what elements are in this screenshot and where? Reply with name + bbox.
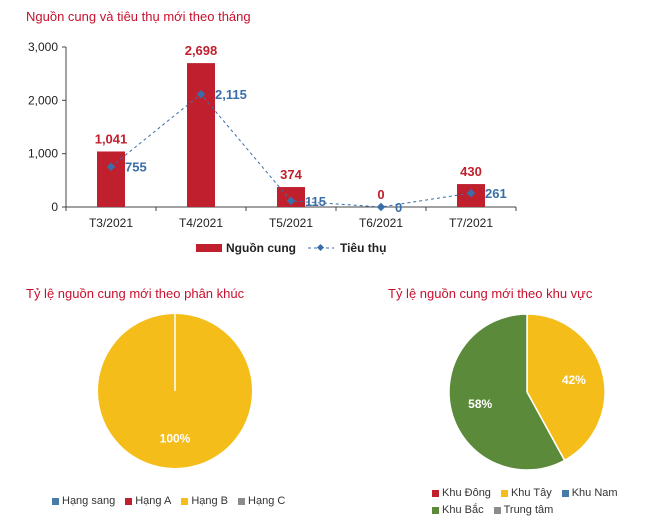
line-marker-consumption <box>466 188 476 198</box>
bar-supply <box>97 151 125 207</box>
legend-label: Hạng A <box>135 495 172 507</box>
bar-line-legend: Nguồn cung Tiêu thụ <box>196 241 386 255</box>
legend-item-khu-nam: Khu Nam <box>561 487 618 499</box>
legend-label: Khu Đông <box>442 487 491 499</box>
legend-item-hang-sang: Hạng sang <box>52 495 115 507</box>
legend-swatch-supply <box>196 244 222 252</box>
pie-data-label: 100% <box>160 432 191 446</box>
y-tick-label: 0 <box>51 200 58 214</box>
line-data-label: 2,115 <box>215 87 247 102</box>
pie-data-label: 58% <box>468 397 492 411</box>
legend-label: Hạng B <box>191 495 229 507</box>
x-tick-label: T7/2021 <box>449 216 493 230</box>
bar-data-label: 374 <box>280 167 302 182</box>
line-marker-consumption <box>196 89 206 99</box>
pie-slice-region <box>448 313 566 471</box>
legend-swatch-consumption <box>307 243 334 253</box>
legend-item-trung-tam: Trung tâm <box>493 504 554 516</box>
line-marker-consumption <box>106 162 116 171</box>
bar-data-label: 2,698 <box>185 43 218 58</box>
y-tick-label: 3,000 <box>28 40 58 54</box>
y-tick-label: 2,000 <box>28 93 58 107</box>
line-data-label: 261 <box>485 186 507 201</box>
x-tick-label: T3/2021 <box>89 216 133 230</box>
legend-label-consumption: Tiêu thụ <box>339 241 387 255</box>
region-pie-legend-row1: Khu Đông Khu Tây Khu Nam <box>432 487 628 499</box>
region-pie-legend-row2: Khu Bắc Trung tâm <box>432 504 563 516</box>
legend-item-khu-tay: Khu Tây <box>500 487 552 499</box>
pie-data-label: 42% <box>562 373 586 387</box>
x-tick-label: T5/2021 <box>269 216 313 230</box>
legend-label: Khu Bắc <box>442 504 484 516</box>
bar-data-label: 0 <box>377 187 384 202</box>
legend-label: Khu Nam <box>571 487 618 499</box>
bar-data-label: 430 <box>460 164 482 179</box>
pie-slice-region <box>526 313 606 462</box>
legend-item-khu-dong: Khu Đông <box>432 487 491 499</box>
line-marker-consumption <box>376 202 386 212</box>
legend-label: Trung tâm <box>503 504 554 516</box>
legend-label-supply: Nguồn cung <box>226 241 296 255</box>
chart-title-region-share: Tỷ lệ nguồn cung mới theo khu vực <box>388 286 593 301</box>
bar-supply <box>187 63 215 208</box>
line-data-label: 115 <box>305 194 326 209</box>
y-tick-label: 1,000 <box>28 147 58 161</box>
line-data-label: 0 <box>395 200 402 215</box>
segment-pie-legend: Hạng sang Hạng A Hạng B Hạng C <box>52 495 295 507</box>
line-data-label: 755 <box>125 160 147 175</box>
legend-item-hang-b: Hạng B <box>181 495 228 507</box>
bar-data-label: 1,041 <box>95 131 128 146</box>
chart-title-supply-consumption: Nguồn cung và tiêu thụ mới theo tháng <box>26 9 251 24</box>
legend-label: Hạng sang <box>62 495 116 507</box>
legend-item-hang-a: Hạng A <box>125 495 171 507</box>
x-tick-label: T4/2021 <box>179 216 223 230</box>
line-marker-consumption <box>286 196 296 206</box>
legend-item-khu-bac: Khu Bắc <box>432 504 484 516</box>
x-tick-label: T6/2021 <box>359 216 403 230</box>
legend-item-hang-c: Hạng C <box>238 495 285 507</box>
legend-label: Hạng C <box>248 495 286 507</box>
chart-title-segment-share: Tỷ lệ nguồn cung mới theo phân khúc <box>26 286 245 301</box>
legend-label: Khu Tây <box>510 487 552 499</box>
